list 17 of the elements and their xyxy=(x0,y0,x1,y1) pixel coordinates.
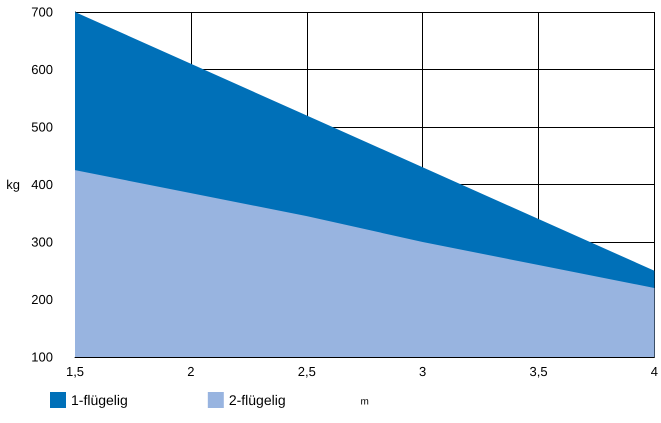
y-axis-title: kg xyxy=(6,177,20,192)
x-tick-label: 2 xyxy=(187,364,194,379)
legend-label: 1-flügelig xyxy=(71,392,128,408)
legend-label: 2-flügelig xyxy=(228,392,286,408)
y-tick-label: 300 xyxy=(31,234,53,250)
y-tick-label: 200 xyxy=(31,292,53,307)
x-tick-label: 3 xyxy=(419,364,426,379)
x-tick-label: 1,5 xyxy=(66,364,84,379)
x-tick-label: 2,5 xyxy=(298,364,316,379)
y-tick-label: 500 xyxy=(31,120,53,134)
y-tick-label: 100 xyxy=(31,350,53,364)
y-tick-label: 700 xyxy=(31,4,53,20)
x-tick-label: 3,5 xyxy=(529,364,548,379)
x-tick-label: 4 xyxy=(650,364,658,379)
x-axis-title: m xyxy=(360,396,369,408)
y-tick-label: 600 xyxy=(31,62,53,77)
y-tick-label: 400 xyxy=(31,177,53,192)
